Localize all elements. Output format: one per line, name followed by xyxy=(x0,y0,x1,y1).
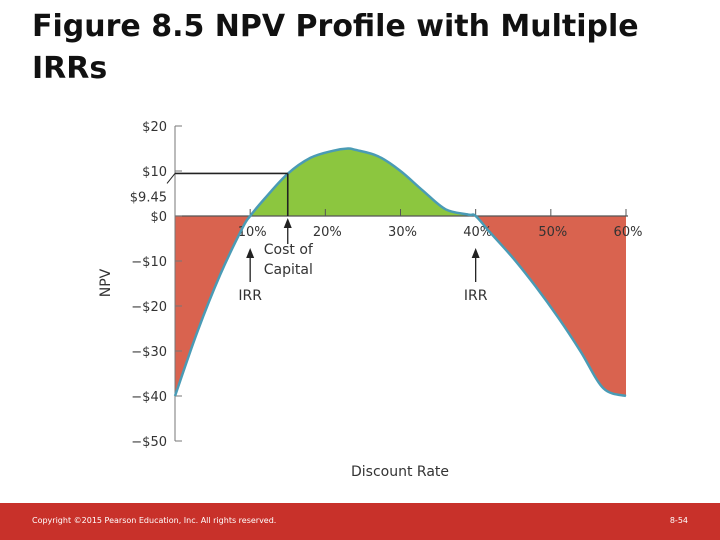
y-tick-label: −$20 xyxy=(131,300,167,315)
cost-of-capital-annotation-head xyxy=(283,218,292,228)
fill-region-negative-0 xyxy=(175,216,251,396)
axis-titles: Discount Rate NPV xyxy=(98,268,449,480)
x-tick-label: 20% xyxy=(313,225,342,240)
cost-of-capital-annotation-label: Capital xyxy=(264,262,313,278)
irr-annotation-1-head xyxy=(246,248,255,258)
y-tick-label: −$10 xyxy=(131,255,167,270)
slide-title: Figure 8.5 NPV Profile with Multiple IRR… xyxy=(32,9,639,86)
npv-profile-chart: $20 $10 $0 −$10 −$20 −$30 −$40 −$50 10% 20% 30% 40… xyxy=(98,120,643,480)
footer-bar: Copyright ©2015 Pearson Education, Inc. … xyxy=(0,503,720,540)
y-tick-label: $10 xyxy=(142,165,167,180)
fill-region-positive-1 xyxy=(250,148,476,216)
y-tick-label: −$30 xyxy=(131,345,167,360)
footer-copyright: Copyright ©2015 Pearson Education, Inc. … xyxy=(32,516,277,525)
irr-annotation-2-head xyxy=(471,248,480,258)
x-tick-label: 40% xyxy=(463,225,492,240)
npv-curve-line xyxy=(173,147,627,398)
y-tick-label: $20 xyxy=(142,120,167,135)
y-axis-title: NPV xyxy=(98,268,114,297)
highlight-leader xyxy=(166,173,176,184)
y-tick-label: $0 xyxy=(150,210,167,225)
cost-of-capital-annotation-label: Cost of xyxy=(264,242,314,258)
highlight: $9.45 xyxy=(130,172,289,216)
y-tick-label: −$40 xyxy=(131,390,167,405)
x-tick-label: 60% xyxy=(614,225,643,240)
y-tick-label: −$50 xyxy=(131,435,167,450)
highlight-value-label: $9.45 xyxy=(130,190,167,205)
npv-curve xyxy=(173,147,627,398)
page-number: 8-54 xyxy=(669,516,688,525)
x-tick-label: 10% xyxy=(238,225,267,240)
chart-fills xyxy=(175,148,626,396)
x-axis: 10% 20% 30% 40% 50% 60% xyxy=(238,209,643,240)
irr-annotation-1-label: IRR xyxy=(238,288,262,304)
x-tick-label: 30% xyxy=(388,225,417,240)
y-axis: $20 $10 $0 −$10 −$20 −$30 −$40 −$50 xyxy=(131,120,182,450)
x-tick-label: 50% xyxy=(538,225,567,240)
irr-annotation-2-label: IRR xyxy=(464,288,488,304)
x-axis-title: Discount Rate xyxy=(351,464,449,480)
